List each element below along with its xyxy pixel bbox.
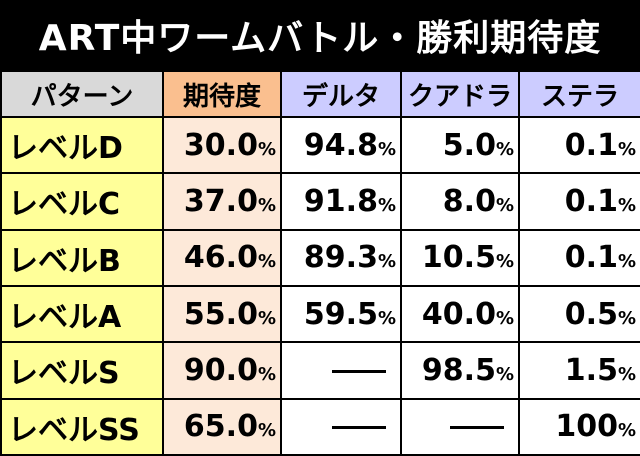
dash-mark: [450, 426, 504, 430]
cell-quadra: 5.0%: [400, 115, 520, 175]
percent-sign: %: [617, 420, 636, 442]
cell-stella-value: 100: [555, 409, 618, 445]
cell-rate: 90.0%: [162, 341, 282, 400]
percent-sign: %: [257, 138, 276, 160]
percent-sign: %: [495, 138, 514, 160]
cell-pattern: レベルA: [0, 284, 164, 344]
percent-sign: %: [495, 307, 514, 329]
cell-stella-value: 0.1: [564, 240, 618, 276]
cell-rate: 65.0%: [162, 397, 282, 456]
table-row: レベルS 90.0% 98.5% 1.5%: [0, 341, 640, 400]
cell-stella: 1.5%: [518, 341, 640, 400]
percent-sign: %: [617, 307, 636, 329]
cell-delta-value: 89.3: [303, 240, 378, 276]
win-rate-table: パターン 期待度 デルタ クアドラ ステラ レベルD 30.0% 94.8% 5.0%…: [0, 70, 640, 456]
cell-stella-value: 0.5: [564, 296, 618, 332]
percent-sign: %: [377, 194, 396, 216]
cell-pattern: レベルSS: [0, 397, 164, 456]
cell-quadra-value: 10.5: [421, 240, 496, 276]
percent-sign: %: [257, 363, 276, 385]
percent-sign: %: [617, 138, 636, 160]
cell-rate-value: 90.0: [183, 352, 258, 388]
cell-pattern: レベルC: [0, 172, 164, 231]
cell-pattern: レベルB: [0, 228, 164, 287]
cell-delta-value: 91.8: [303, 183, 378, 219]
cell-delta: 94.8%: [280, 115, 402, 175]
percent-sign: %: [257, 307, 276, 329]
cell-delta: 59.5%: [280, 284, 402, 344]
cell-delta: [280, 341, 402, 400]
cell-quadra: 10.5%: [400, 228, 520, 287]
cell-pattern: レベルS: [0, 341, 164, 400]
header-rate: 期待度: [162, 70, 282, 118]
cell-quadra: 8.0%: [400, 172, 520, 231]
cell-quadra: [400, 397, 520, 456]
table-row: レベルC 37.0% 91.8% 8.0% 0.1%: [0, 172, 640, 231]
cell-rate-value: 30.0: [183, 127, 258, 163]
percent-sign: %: [495, 194, 514, 216]
cell-rate: 55.0%: [162, 284, 282, 344]
cell-delta: 91.8%: [280, 172, 402, 231]
percent-sign: %: [377, 138, 396, 160]
percent-sign: %: [257, 194, 276, 216]
page-title: ART中ワームバトル・勝利期待度: [0, 0, 640, 70]
percent-sign: %: [617, 251, 636, 273]
cell-stella: 0.1%: [518, 228, 640, 287]
cell-rate-value: 46.0: [183, 240, 258, 276]
percent-sign: %: [617, 194, 636, 216]
cell-stella-value: 0.1: [564, 127, 618, 163]
header-delta: デルタ: [280, 70, 402, 118]
cell-quadra-value: 40.0: [421, 296, 496, 332]
cell-delta: 89.3%: [280, 228, 402, 287]
percent-sign: %: [495, 251, 514, 273]
cell-quadra: 98.5%: [400, 341, 520, 400]
cell-stella: 0.1%: [518, 115, 640, 175]
header-stella: ステラ: [518, 70, 640, 118]
cell-rate: 37.0%: [162, 172, 282, 231]
cell-delta-value: 94.8: [303, 127, 378, 163]
cell-pattern-value: レベルD: [8, 131, 123, 167]
cell-rate-value: 37.0: [183, 183, 258, 219]
table-row: レベルA 55.0% 59.5% 40.0% 0.5%: [0, 284, 640, 344]
cell-quadra-value: 98.5: [421, 352, 496, 388]
percent-sign: %: [377, 307, 396, 329]
percent-sign: %: [257, 420, 276, 442]
cell-rate: 30.0%: [162, 115, 282, 175]
cell-pattern-value: レベルS: [8, 356, 120, 392]
percent-sign: %: [617, 363, 636, 385]
dash-mark: [332, 369, 386, 373]
header-row: パターン 期待度 デルタ クアドラ ステラ: [0, 70, 640, 118]
cell-quadra: 40.0%: [400, 284, 520, 344]
cell-rate-value: 55.0: [183, 296, 258, 332]
cell-stella-value: 0.1: [564, 183, 618, 219]
header-pattern: パターン: [0, 70, 164, 118]
cell-rate: 46.0%: [162, 228, 282, 287]
cell-rate-value: 65.0: [183, 409, 258, 445]
cell-delta: [280, 397, 402, 456]
cell-pattern-value: レベルA: [8, 300, 122, 336]
cell-pattern: レベルD: [0, 115, 164, 175]
cell-delta-value: 59.5: [303, 296, 378, 332]
percent-sign: %: [377, 251, 396, 273]
cell-stella: 0.1%: [518, 172, 640, 231]
dash-mark: [332, 426, 386, 430]
percent-sign: %: [257, 251, 276, 273]
cell-pattern-value: レベルC: [8, 187, 121, 223]
percent-sign: %: [495, 363, 514, 385]
cell-quadra-value: 5.0: [442, 127, 496, 163]
cell-stella: 100%: [518, 397, 640, 456]
cell-pattern-value: レベルSS: [8, 412, 140, 448]
table-row: レベルB 46.0% 89.3% 10.5% 0.1%: [0, 228, 640, 287]
header-quadra: クアドラ: [400, 70, 520, 118]
cell-pattern-value: レベルB: [8, 243, 121, 279]
cell-stella: 0.5%: [518, 284, 640, 344]
table-row: レベルSS 65.0% 100%: [0, 397, 640, 456]
cell-quadra-value: 8.0: [442, 183, 496, 219]
table-row: レベルD 30.0% 94.8% 5.0% 0.1%: [0, 115, 640, 175]
cell-stella-value: 1.5: [564, 352, 618, 388]
